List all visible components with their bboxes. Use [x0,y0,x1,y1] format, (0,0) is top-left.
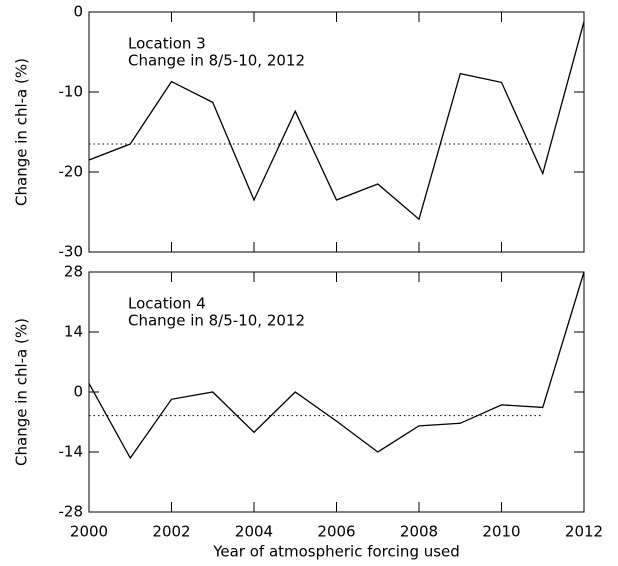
y-tick-label: -20 [59,163,84,181]
data-line [88,271,585,460]
x-tick-label: 2002 [152,523,190,541]
y-tick-label: -10 [59,83,84,101]
annotation: Change in 8/5-10, 2012 [128,52,305,70]
y-tick-label: 28 [64,263,83,281]
y-axis-label: Change in chl-a (%) [13,58,31,206]
x-tick-label: 2012 [565,523,603,541]
y-tick-label: -28 [59,503,84,521]
x-tick-label: 2006 [317,523,355,541]
x-tick-label: 2008 [400,523,438,541]
annotation: Location 3 [128,35,206,53]
y-tick-label: -14 [59,443,84,461]
x-tick-label: 2010 [482,523,520,541]
x-tick-label: 2000 [70,523,108,541]
annotation: Location 4 [128,295,206,313]
y-tick-label: 14 [64,323,83,341]
y-tick-label: -30 [59,243,84,261]
data-line [88,21,585,221]
y-tick-label: 0 [73,383,83,401]
x-axis-label: Year of atmospheric forcing used [212,543,460,561]
annotation: Change in 8/5-10, 2012 [128,312,305,330]
y-axis-label: Change in chl-a (%) [13,318,31,466]
y-tick-label: 0 [73,3,83,21]
x-tick-label: 2004 [235,523,273,541]
